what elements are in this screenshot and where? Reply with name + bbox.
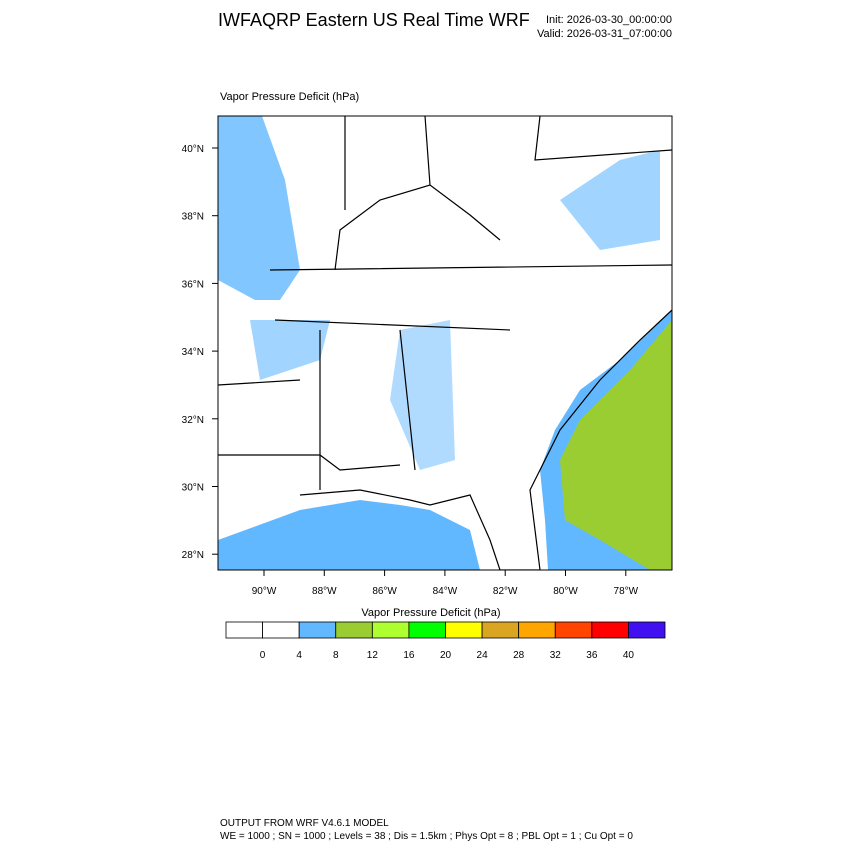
colorbar-label: 16: [403, 650, 415, 661]
colorbar-box: [408, 621, 446, 639]
colorbar-box: [335, 621, 373, 639]
lat-label: 32°N: [182, 415, 204, 426]
colorbar-box: [298, 621, 337, 639]
lon-label: 86°W: [372, 586, 397, 597]
colorbar-label: 4: [296, 650, 302, 661]
colorbar-title: Vapor Pressure Deficit (hPa): [361, 607, 500, 619]
colorbar-label: 20: [440, 650, 452, 661]
ocean-high: [560, 320, 672, 570]
init-time: Init: 2026-03-30_00:00:00: [546, 14, 672, 26]
colorbar-label: 36: [586, 650, 598, 661]
moist-region: [390, 320, 455, 470]
lon-label: 80°W: [553, 586, 578, 597]
lat-label: 28°N: [182, 550, 204, 561]
lat-label: 34°N: [182, 347, 204, 358]
lon-label: 90°W: [252, 586, 277, 597]
colorbar-box: [481, 621, 520, 639]
lon-label: 88°W: [312, 586, 337, 597]
colorbar-label: 12: [367, 650, 379, 661]
colorbar-label: 28: [513, 650, 525, 661]
footer-line: WE = 1000 ; SN = 1000 ; Levels = 38 ; Di…: [220, 831, 633, 842]
valid-time: Valid: 2026-03-31_07:00:00: [537, 28, 672, 40]
moist-region: [250, 320, 330, 380]
colorbar-label: 40: [623, 650, 635, 661]
colorbar-box: [262, 621, 300, 639]
title: IWFAQRP Eastern US Real Time WRF: [218, 10, 530, 30]
colorbar-box: [554, 621, 593, 639]
moist-region: [218, 116, 300, 300]
lon-label: 82°W: [493, 586, 518, 597]
lon-label: 78°W: [614, 586, 639, 597]
colorbar-box: [371, 621, 410, 639]
lat-label: 30°N: [182, 483, 204, 494]
lat-label: 36°N: [182, 279, 204, 290]
gulf: [218, 500, 480, 570]
colorbar-label: 0: [260, 650, 266, 661]
moist-region: [560, 150, 660, 250]
lon-label: 84°W: [433, 586, 458, 597]
colorbar-label: 24: [477, 650, 489, 661]
colorbar-label: 8: [333, 650, 339, 661]
colorbar-box: [628, 621, 666, 639]
lat-label: 40°N: [182, 144, 204, 155]
colorbar-label: 32: [550, 650, 562, 661]
map: [217, 115, 673, 571]
colorbar-box: [445, 621, 483, 639]
state-borders: [218, 116, 672, 490]
colorbar-box: [591, 621, 629, 639]
footer-line: OUTPUT FROM WRF V4.6.1 MODEL: [220, 818, 389, 829]
colorbar-box: [518, 621, 556, 639]
colorbar-box: [225, 621, 263, 639]
coastline: [299, 309, 672, 570]
lat-label: 38°N: [182, 212, 204, 223]
field-label: Vapor Pressure Deficit (hPa): [220, 91, 359, 103]
